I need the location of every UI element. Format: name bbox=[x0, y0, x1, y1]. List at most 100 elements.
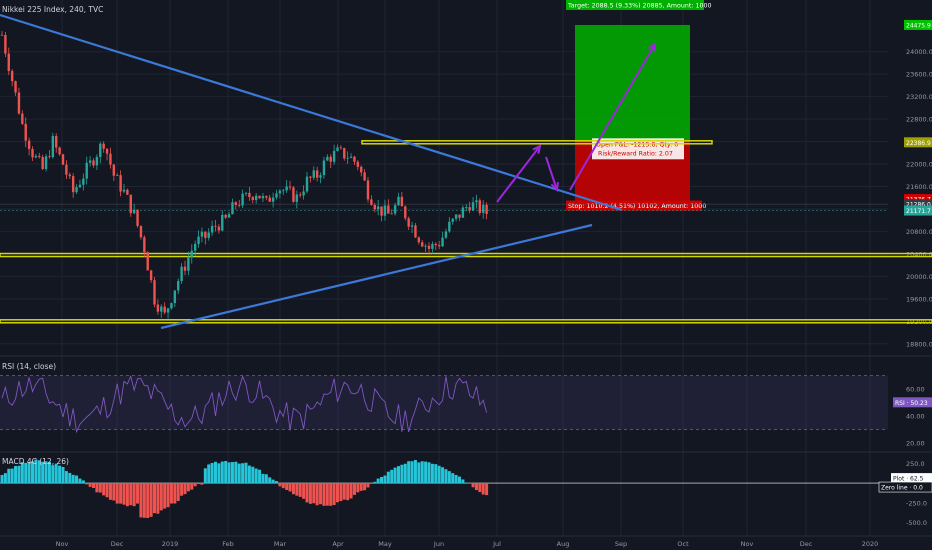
candle-body bbox=[21, 113, 24, 124]
rsi-tick-label: 40.00 bbox=[906, 413, 925, 421]
macd-bar bbox=[210, 462, 214, 484]
price-tick-label: 20400.0 bbox=[906, 250, 932, 258]
candle-body bbox=[353, 156, 356, 162]
rsi-badge bbox=[893, 397, 932, 408]
macd-bar bbox=[434, 464, 438, 484]
candle-body bbox=[241, 193, 244, 206]
macd-tick-label: 250.0 bbox=[906, 460, 925, 468]
macd-bar bbox=[444, 469, 448, 484]
price-tick-label: 19600.0 bbox=[906, 295, 932, 303]
candle-body bbox=[136, 209, 139, 226]
macd-bar bbox=[75, 475, 79, 484]
macd-bar bbox=[400, 464, 404, 484]
candle-body bbox=[431, 243, 434, 249]
candle-body bbox=[349, 156, 353, 158]
macd-bar bbox=[3, 473, 7, 484]
price-tick-label: 21600.0 bbox=[906, 183, 932, 191]
x-tick-label: Oct bbox=[677, 540, 689, 548]
macd-bar bbox=[7, 468, 11, 484]
candle-body bbox=[61, 154, 65, 165]
candle-body bbox=[380, 206, 383, 216]
price-tick-label: 20000.0 bbox=[906, 273, 932, 281]
price-tick-label: 23600.0 bbox=[906, 71, 932, 79]
macd-bar bbox=[369, 483, 373, 484]
candle-body bbox=[204, 231, 207, 238]
macd-bar bbox=[278, 483, 282, 487]
forecast-arrow-up-2 bbox=[569, 43, 656, 191]
macd-bar bbox=[346, 483, 350, 501]
stop-label-bg bbox=[566, 200, 702, 211]
x-tick-label: Nov bbox=[56, 540, 69, 548]
candle-body bbox=[265, 196, 268, 198]
candle-body bbox=[238, 204, 241, 206]
candle-body bbox=[471, 202, 475, 211]
stop-label: Stop: 1010.2 (4.51%) 10102, Amount: 1000 bbox=[568, 203, 706, 210]
candle-body bbox=[309, 176, 312, 178]
macd-bar bbox=[27, 462, 31, 484]
support-band-lower bbox=[0, 319, 932, 324]
candle-body bbox=[75, 187, 78, 193]
macd-bar bbox=[410, 461, 414, 484]
macd-bar bbox=[407, 461, 411, 484]
macd-bar bbox=[258, 469, 262, 484]
macd-bar bbox=[163, 483, 167, 509]
macd-bar bbox=[302, 483, 306, 499]
macd-bar bbox=[481, 483, 485, 495]
macd-bar bbox=[312, 483, 316, 504]
macd-bar bbox=[383, 475, 387, 484]
candle-body bbox=[421, 242, 424, 247]
candle-body bbox=[332, 150, 336, 162]
candle-body bbox=[397, 196, 400, 206]
macd-bar bbox=[203, 468, 207, 484]
candle-body bbox=[437, 245, 441, 247]
candle-body bbox=[441, 237, 444, 247]
candle-body bbox=[139, 225, 143, 238]
candle-body bbox=[282, 190, 285, 192]
candle-body bbox=[356, 161, 360, 167]
macd-bar bbox=[451, 473, 455, 484]
macd-bar bbox=[437, 465, 441, 484]
candle-body bbox=[143, 237, 146, 253]
candle-body bbox=[370, 199, 373, 205]
risk-reward-label: Risk/Reward Ratio: 2.07 bbox=[598, 150, 673, 157]
macd-bar bbox=[352, 483, 356, 495]
target-label-bg bbox=[566, 0, 704, 10]
macd-bar bbox=[200, 483, 204, 485]
candle-body bbox=[254, 195, 258, 201]
macd-bar bbox=[129, 483, 133, 506]
candle-body bbox=[319, 175, 322, 178]
candle-body bbox=[51, 135, 55, 158]
candle-body bbox=[221, 214, 224, 231]
macd-bar bbox=[485, 483, 489, 496]
macd-bar bbox=[288, 483, 292, 492]
macd-bar bbox=[413, 459, 417, 484]
candle-body bbox=[465, 207, 468, 208]
candle-body bbox=[109, 153, 112, 165]
price-badge bbox=[904, 194, 932, 205]
macd-zero-badge bbox=[878, 481, 932, 493]
candle-body bbox=[278, 190, 282, 194]
macd-bar bbox=[268, 477, 272, 484]
price-badge-label: 24475.9 bbox=[906, 22, 931, 29]
macd-bar bbox=[315, 483, 319, 506]
candle-body bbox=[163, 306, 166, 313]
candle-body bbox=[197, 236, 200, 244]
macd-bar bbox=[319, 483, 323, 505]
forecast-arrow-up-1-head bbox=[532, 144, 542, 155]
candle-body bbox=[275, 193, 278, 198]
candle-body bbox=[329, 156, 332, 162]
candle-body bbox=[315, 170, 319, 178]
macd-bar bbox=[169, 483, 173, 504]
macd-bar bbox=[159, 483, 163, 511]
macd-bar bbox=[142, 483, 146, 518]
x-tick-label: 2020 bbox=[862, 540, 879, 548]
candle-body bbox=[224, 214, 227, 218]
candle-body bbox=[95, 156, 99, 166]
rsi-band-fill bbox=[0, 375, 888, 430]
candle-body bbox=[390, 213, 393, 215]
candle-body bbox=[10, 70, 14, 82]
macd-bar bbox=[363, 483, 367, 491]
macd-bar bbox=[98, 483, 102, 493]
resistance-band bbox=[361, 140, 713, 145]
